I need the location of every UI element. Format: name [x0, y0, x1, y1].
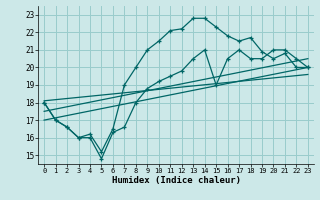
X-axis label: Humidex (Indice chaleur): Humidex (Indice chaleur)	[111, 176, 241, 185]
